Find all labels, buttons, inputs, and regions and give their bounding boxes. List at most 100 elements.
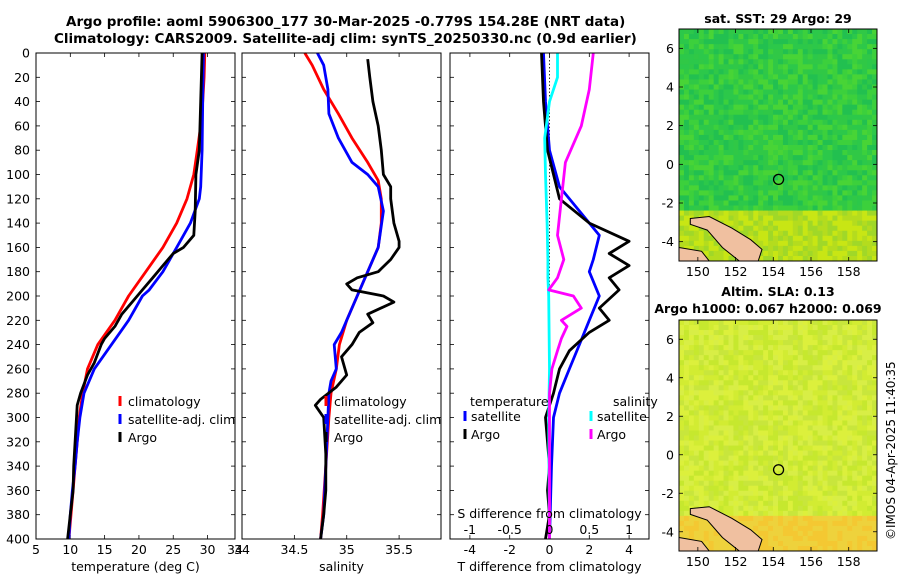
heatmap-cell xyxy=(842,380,848,386)
heatmap-cell xyxy=(792,119,799,126)
heatmap-cell xyxy=(693,345,700,351)
heatmap-cell xyxy=(842,190,848,196)
heatmap-cell xyxy=(703,440,710,446)
heatmap-cell xyxy=(842,545,848,552)
heatmap-cell xyxy=(703,400,710,406)
heatmap-cell xyxy=(773,520,779,527)
heatmap-cell xyxy=(753,180,759,186)
heatmap-cell xyxy=(837,139,843,146)
heatmap-cell xyxy=(718,440,724,446)
heatmap-cell xyxy=(797,365,804,371)
heatmap-cell xyxy=(679,104,685,111)
heatmap-cell xyxy=(768,460,774,467)
heatmap-cell xyxy=(703,250,710,257)
heatmap-cell xyxy=(847,180,853,186)
heatmap-cell xyxy=(867,119,873,126)
heatmap-cell xyxy=(708,450,715,456)
heatmap-cell xyxy=(693,170,700,176)
heatmap-cell xyxy=(693,109,700,116)
heatmap-cell xyxy=(698,520,705,527)
heatmap-cell xyxy=(782,390,789,396)
heatmap-cell xyxy=(787,59,794,65)
heatmap-cell xyxy=(802,410,809,416)
heatmap-cell xyxy=(802,455,809,462)
heatmap-cell xyxy=(837,325,843,331)
heatmap-cell xyxy=(782,39,789,45)
heatmap-cell xyxy=(693,64,700,70)
heatmap-cell xyxy=(693,49,700,55)
heatmap-cell xyxy=(683,470,690,477)
heatmap-cell xyxy=(837,390,843,396)
heatmap-cell xyxy=(852,340,858,346)
heatmap-cell xyxy=(782,445,789,451)
heatmap-cell xyxy=(688,129,695,136)
heatmap-cell xyxy=(832,430,838,436)
heatmap-cell xyxy=(733,175,739,181)
heatmap-cell xyxy=(872,255,878,262)
heatmap-cell xyxy=(758,420,764,426)
heatmap-cell xyxy=(802,89,809,95)
x-tick-label: 156 xyxy=(799,264,823,279)
heatmap-cell xyxy=(768,59,774,65)
heatmap-cell xyxy=(773,385,779,391)
heatmap-cell xyxy=(787,134,794,141)
heatmap-cell xyxy=(792,104,799,111)
heatmap-cell xyxy=(792,180,799,186)
x-tick-label: 34.5 xyxy=(280,542,308,557)
heatmap-cell xyxy=(688,200,695,206)
heatmap-cell xyxy=(708,475,715,482)
heatmap-cell xyxy=(827,34,833,40)
heatmap-cell xyxy=(679,34,685,40)
heatmap-cell xyxy=(797,119,804,126)
heatmap-cell xyxy=(857,69,863,75)
heatmap-cell xyxy=(847,380,853,386)
heatmap-cell xyxy=(782,375,789,381)
heatmap-cell xyxy=(802,34,809,40)
heatmap-cell xyxy=(728,360,734,366)
heatmap-cell xyxy=(768,225,774,232)
heatmap-cell xyxy=(753,500,759,507)
heatmap-cell xyxy=(693,420,700,426)
heatmap-cell xyxy=(822,139,828,146)
heatmap-cell xyxy=(832,375,838,381)
heatmap-cell xyxy=(768,155,774,161)
heatmap-cell xyxy=(802,64,809,70)
heatmap-cell xyxy=(867,59,873,65)
heatmap-cell xyxy=(723,119,729,126)
heatmap-cell xyxy=(768,109,774,116)
heatmap-cell xyxy=(787,255,794,262)
heatmap-cell xyxy=(703,29,710,35)
heatmap-cell xyxy=(778,124,784,131)
heatmap-cell xyxy=(728,49,734,55)
heatmap-cell xyxy=(827,49,833,55)
heatmap-cell xyxy=(872,99,878,106)
heatmap-cell xyxy=(688,375,695,381)
heatmap-cell xyxy=(748,460,754,467)
heatmap-cell xyxy=(812,54,818,60)
heatmap-cell xyxy=(773,49,779,55)
heatmap-cell xyxy=(778,330,784,336)
heatmap-cell xyxy=(787,335,794,341)
heatmap-cell xyxy=(743,109,749,116)
heatmap-cell xyxy=(703,94,710,101)
heatmap-cell xyxy=(867,34,873,40)
x-tick-label: 150 xyxy=(686,554,710,569)
heatmap-cell xyxy=(847,150,853,156)
heatmap-cell xyxy=(758,54,764,60)
heatmap-cell xyxy=(698,490,705,497)
heatmap-cell xyxy=(867,420,873,426)
heatmap-cell xyxy=(708,355,715,361)
heatmap-cell xyxy=(688,190,695,196)
heatmap-cell xyxy=(837,540,843,547)
heatmap-cell xyxy=(812,134,818,141)
heatmap-cell xyxy=(713,44,719,50)
heatmap-cell xyxy=(708,440,715,446)
heatmap-cell xyxy=(792,84,799,90)
heatmap-cell xyxy=(852,119,858,126)
heatmap-cell xyxy=(683,410,690,416)
heatmap-cell xyxy=(782,435,789,441)
heatmap-cell xyxy=(773,134,779,141)
heatmap-cell xyxy=(758,64,764,70)
heatmap-cell xyxy=(688,235,695,242)
heatmap-cell xyxy=(822,385,828,391)
